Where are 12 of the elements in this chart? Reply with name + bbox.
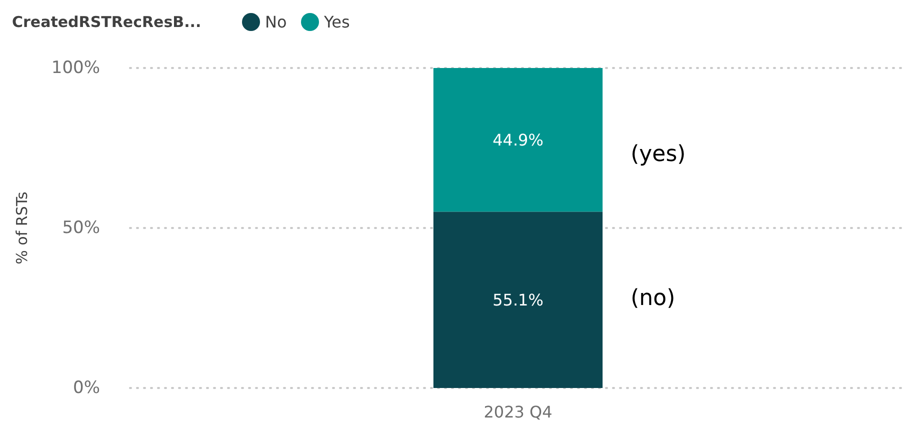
legend-label: No xyxy=(265,12,287,32)
y-tick-label: 100% xyxy=(51,58,100,78)
legend-title: CreatedRSTRecResB... xyxy=(12,13,202,31)
legend-label: Yes xyxy=(323,12,350,32)
x-tick-label: 2023 Q4 xyxy=(484,402,552,422)
y-tick-label: 0% xyxy=(73,378,100,398)
annotation: (no) xyxy=(630,286,676,311)
data-label: 55.1% xyxy=(492,290,544,310)
y-axis-title: % of RSTs xyxy=(13,191,31,264)
annotation: (yes) xyxy=(630,142,686,167)
y-tick-label: 50% xyxy=(62,218,100,238)
data-label: 44.9% xyxy=(492,130,544,150)
